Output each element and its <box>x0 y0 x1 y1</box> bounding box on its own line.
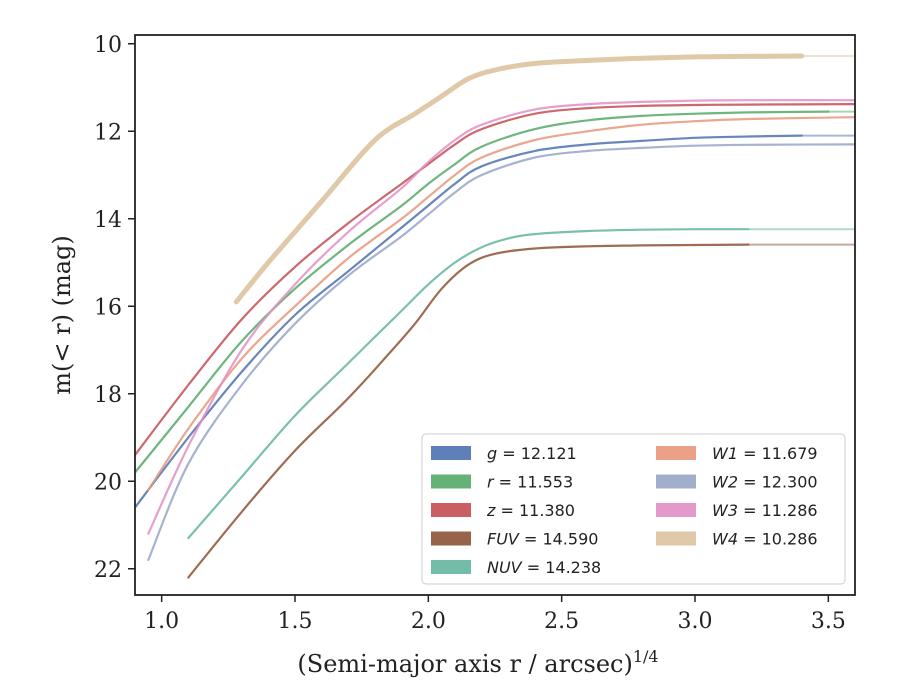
series-w2 <box>147 143 855 562</box>
x-tick-label: 2.5 <box>544 609 579 634</box>
x-tick-label: 3.0 <box>678 609 713 634</box>
series-nuv <box>187 228 855 540</box>
legend-swatch <box>431 474 471 489</box>
series-g <box>135 134 855 509</box>
legend-series-name: r <box>487 473 495 492</box>
legend-label: NUV = 14.238 <box>487 558 601 577</box>
legend-series-value: = 11.679 <box>738 444 818 463</box>
legend-label: r = 11.553 <box>487 473 573 492</box>
legend-series-name: W2 <box>712 473 738 492</box>
x-tick-label: 1.0 <box>144 609 179 634</box>
y-tick-label: 18 <box>94 383 122 408</box>
plot-frame <box>134 34 856 596</box>
legend-swatch <box>656 474 696 489</box>
legend-item-w1: W1 = 11.679 <box>656 444 818 463</box>
legend-swatch <box>656 446 696 460</box>
legend-item-r: r = 11.553 <box>431 473 573 492</box>
series-r <box>135 110 855 474</box>
series-layer <box>135 53 855 579</box>
legend-label: g = 12.121 <box>487 444 577 463</box>
legend-series-value: = 12.121 <box>497 444 577 463</box>
x-tick-label: 3.5 <box>811 609 846 634</box>
legend-item-w4: W4 = 10.286 <box>656 530 818 549</box>
series-line-w1 <box>147 116 855 492</box>
y-tick-label: 16 <box>94 295 122 320</box>
legend-series-value: = 10.286 <box>738 530 818 549</box>
legend-series-value: = 11.286 <box>738 501 818 520</box>
legend-series-name: W1 <box>712 444 738 463</box>
legend-series-value: = 11.553 <box>494 473 574 492</box>
y-tick-label: 14 <box>94 208 122 233</box>
series-z <box>135 103 855 457</box>
y-tick-label: 10 <box>94 33 122 58</box>
legend-swatch <box>656 531 696 546</box>
series-w1 <box>147 116 855 492</box>
y-axis: 10 12 14 16 18 20 22 <box>94 33 135 583</box>
legend-series-value: = 14.590 <box>519 530 599 549</box>
legend-swatch <box>431 560 471 574</box>
series-line-z <box>135 103 855 457</box>
legend-label: z = 11.380 <box>486 501 575 520</box>
legend-label: W2 = 12.300 <box>712 473 818 492</box>
y-tick-label: 22 <box>94 558 122 583</box>
legend-swatch <box>431 446 471 460</box>
legend-series-value: = 14.238 <box>522 558 602 577</box>
series-fuv <box>187 243 855 579</box>
legend-series-name: W3 <box>712 501 738 520</box>
legend-item-w3: W3 = 11.286 <box>656 501 818 520</box>
legend-item-z: z = 11.380 <box>431 501 575 520</box>
legend-item-nuv: NUV = 14.238 <box>431 558 601 577</box>
legend-series-name: FUV <box>487 530 520 549</box>
legend-item-g: g = 12.121 <box>431 444 577 463</box>
x-tick-label: 2.0 <box>411 609 446 634</box>
legend-item-w2: W2 = 12.300 <box>656 473 818 492</box>
series-line-w4 <box>233 53 805 305</box>
y-tick-label: 20 <box>94 470 122 495</box>
legend-series-name: z <box>486 501 496 520</box>
legend-series-value: = 11.380 <box>495 501 575 520</box>
series-w4 <box>233 53 855 305</box>
legend-label: W4 = 10.286 <box>712 530 818 549</box>
series-line-w3 <box>147 99 855 535</box>
legend-series-name: NUV <box>487 558 523 577</box>
series-line-r <box>135 110 830 474</box>
y-tick-label: 12 <box>94 120 122 145</box>
x-axis-label-exponent: 1/4 <box>633 647 659 666</box>
legend-series-name: g <box>487 444 497 463</box>
legend-label: W1 = 11.679 <box>712 444 818 463</box>
legend-label: W3 = 11.286 <box>712 501 818 520</box>
series-line-fuv <box>187 243 750 579</box>
legend-series-value: = 12.300 <box>738 473 818 492</box>
series-line-g <box>135 134 803 509</box>
y-axis-label: m(< r) (mag) <box>48 235 76 394</box>
legend-swatch <box>656 503 696 517</box>
legend-swatch <box>431 531 471 546</box>
series-line-w2 <box>147 143 855 562</box>
x-tick-label: 1.5 <box>278 609 313 634</box>
x-axis: 1.0 1.5 2.0 2.5 3.0 3.5 <box>144 595 846 634</box>
legend-item-fuv: FUV = 14.590 <box>431 530 598 549</box>
x-axis-label: (Semi-major axis r / arcsec)1/4 <box>297 647 658 678</box>
legend-frame <box>421 433 846 585</box>
series-line-nuv <box>187 228 750 540</box>
legend-series-name: W4 <box>712 530 738 549</box>
legend-label: FUV = 14.590 <box>487 530 598 549</box>
series-w3 <box>147 99 855 535</box>
legend-swatch <box>431 503 471 517</box>
